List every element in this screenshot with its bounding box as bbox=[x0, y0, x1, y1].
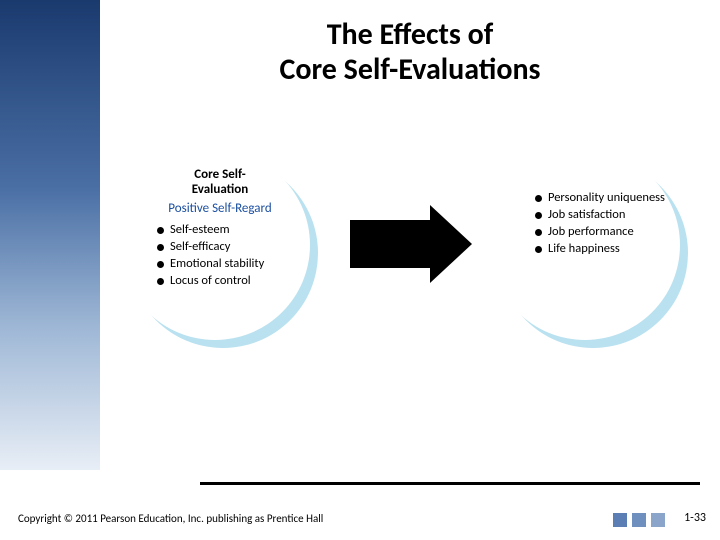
arrow-head-icon bbox=[430, 205, 472, 283]
list-item: Self-esteem bbox=[157, 222, 305, 239]
list-item: Job satisfaction bbox=[535, 207, 675, 224]
square-icon bbox=[632, 513, 646, 527]
title-line2: Core Self-Evaluations bbox=[100, 53, 720, 88]
left-subheading: Positive Self-Regard bbox=[135, 201, 305, 216]
list-item: Self-efficacy bbox=[157, 239, 305, 256]
title-line1: The Effects of bbox=[100, 18, 720, 53]
left-circle: Core Self- Evaluation Positive Self-Rega… bbox=[120, 150, 310, 340]
bullet-icon bbox=[535, 246, 542, 253]
right-list: Personality uniqueness Job satisfaction … bbox=[505, 190, 675, 258]
sidebar-gradient bbox=[0, 0, 100, 470]
list-item: Locus of control bbox=[157, 273, 305, 290]
list-item-label: Life happiness bbox=[548, 241, 620, 258]
diagram: Core Self- Evaluation Positive Self-Rega… bbox=[120, 150, 680, 370]
list-item: Personality uniqueness bbox=[535, 190, 675, 207]
bullet-icon bbox=[157, 227, 164, 234]
arrow-shaft bbox=[350, 220, 430, 268]
list-item: Job performance bbox=[535, 224, 675, 241]
left-heading-l1: Core Self- bbox=[194, 167, 246, 182]
square-icon bbox=[613, 513, 627, 527]
left-heading: Core Self- Evaluation bbox=[135, 168, 305, 198]
list-item-label: Self-esteem bbox=[170, 222, 230, 239]
page-number: 1-33 bbox=[684, 511, 706, 525]
square-icon bbox=[651, 513, 665, 527]
left-list: Self-esteem Self-efficacy Emotional stab… bbox=[135, 222, 305, 290]
list-item-label: Locus of control bbox=[170, 273, 251, 290]
bullet-icon bbox=[157, 261, 164, 268]
list-item-label: Emotional stability bbox=[170, 256, 264, 273]
left-circle-content: Core Self- Evaluation Positive Self-Rega… bbox=[135, 168, 305, 289]
right-circle: Personality uniqueness Job satisfaction … bbox=[490, 150, 680, 340]
bullet-icon bbox=[157, 278, 164, 285]
bullet-icon bbox=[535, 212, 542, 219]
footer-rule bbox=[200, 482, 700, 485]
copyright-text: Copyright © 2011 Pearson Education, Inc.… bbox=[18, 512, 323, 525]
list-item: Emotional stability bbox=[157, 256, 305, 273]
list-item: Life happiness bbox=[535, 241, 675, 258]
list-item-label: Job satisfaction bbox=[548, 207, 625, 224]
list-item-label: Self-efficacy bbox=[170, 239, 230, 256]
left-heading-l2: Evaluation bbox=[192, 182, 248, 197]
bullet-icon bbox=[535, 195, 542, 202]
bullet-icon bbox=[535, 229, 542, 236]
right-circle-content: Personality uniqueness Job satisfaction … bbox=[505, 190, 675, 258]
footer-squares bbox=[613, 513, 665, 527]
list-item-label: Personality uniqueness bbox=[548, 190, 665, 207]
list-item-label: Job performance bbox=[548, 224, 634, 241]
bullet-icon bbox=[157, 244, 164, 251]
slide-title: The Effects of Core Self-Evaluations bbox=[100, 18, 720, 87]
